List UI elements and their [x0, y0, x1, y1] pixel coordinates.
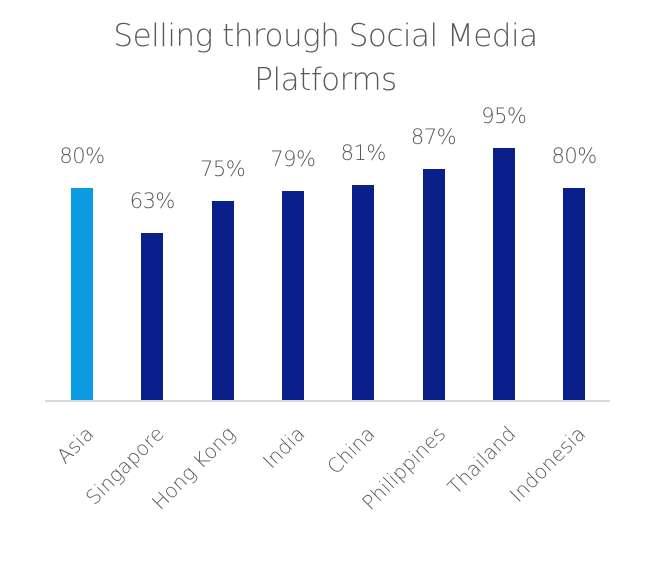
x-tick-label: India: [257, 421, 310, 474]
x-tick-label: Indonesia: [504, 421, 591, 507]
chart-title-line-2: Platforms: [254, 62, 397, 98]
x-tick-label: China: [322, 421, 380, 479]
data-label: 75%: [200, 157, 246, 182]
bar-indonesia: [563, 188, 586, 400]
data-label: 63%: [129, 189, 176, 214]
bar-india: [281, 190, 304, 400]
bar-thailand: [492, 148, 515, 400]
bar-hong-kong: [211, 201, 234, 400]
data-label: 79%: [270, 146, 316, 171]
data-label: 80%: [551, 144, 598, 168]
data-label: 87%: [410, 125, 457, 150]
bar-china: [352, 185, 375, 400]
x-axis-line: [45, 400, 610, 402]
data-label: 81%: [340, 141, 387, 166]
data-label: 80%: [59, 144, 105, 168]
bar-singapore: [141, 233, 164, 400]
x-tick-label: Asia: [51, 421, 99, 469]
chart-title-line-1: Selling through Social Media: [113, 18, 538, 54]
data-label: 95%: [481, 104, 527, 129]
bar-philippines: [422, 169, 445, 400]
bar-asia: [71, 188, 93, 400]
